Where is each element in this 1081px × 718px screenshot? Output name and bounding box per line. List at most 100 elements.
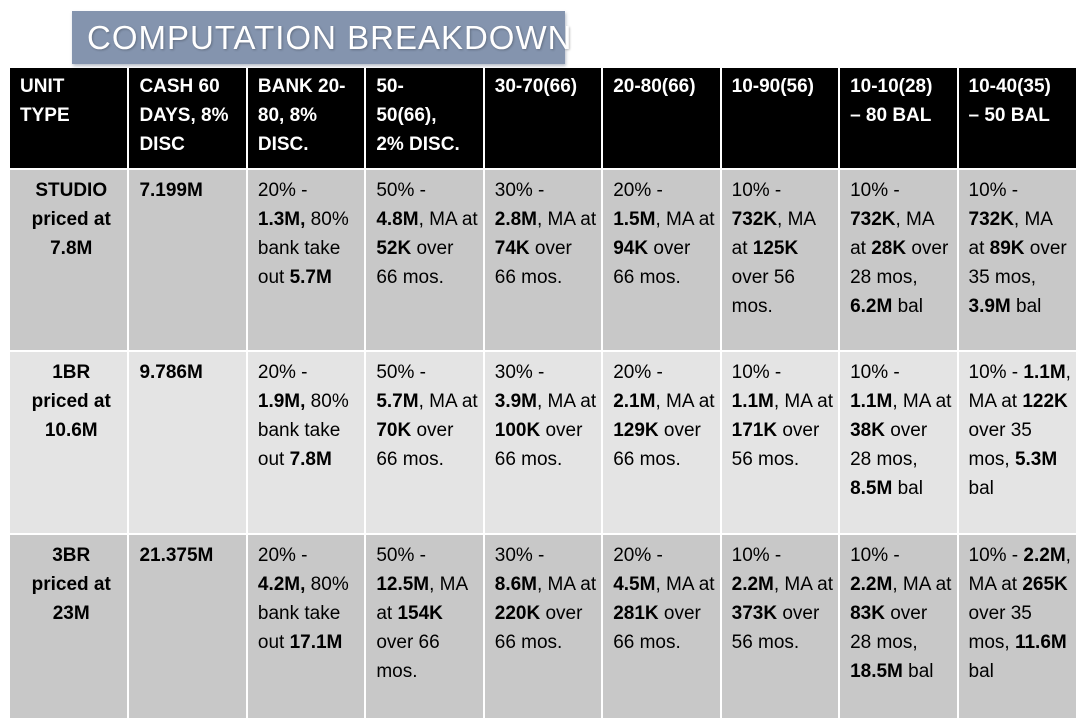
cash-price-cell: 9.786M bbox=[127, 350, 248, 535]
plan-amount: 4.2M, bbox=[257, 574, 306, 595]
plan-amount: 52K bbox=[376, 238, 412, 259]
plan-amount: 373K bbox=[731, 603, 778, 624]
plan-amount: 220K bbox=[494, 603, 541, 624]
plan-cell: 10% - 2.2M, MA at 373K over 56 mos. bbox=[719, 533, 841, 718]
plan-cell: 20% - 1.9M, 80% bank take out 7.8M bbox=[245, 350, 367, 535]
plan-amount: 89K bbox=[989, 238, 1025, 259]
plan-text: , MA at bbox=[850, 209, 934, 259]
plan-text: 20% - bbox=[613, 180, 663, 201]
plan-amount: 11.6M bbox=[1014, 632, 1067, 653]
plan-amount: 2.1M bbox=[613, 391, 656, 412]
plan-text: 10% - bbox=[968, 180, 1019, 201]
plan-text: over 56 mos. bbox=[731, 267, 795, 317]
plan-text: 30% - bbox=[494, 180, 545, 201]
plan-text: , MA at bbox=[655, 391, 715, 412]
plan-text: over 56 mos. bbox=[731, 603, 820, 653]
plan-amount: 2.2M bbox=[731, 574, 774, 595]
plan-cell: 30% - 3.9M, MA at 100K over 66 mos. bbox=[482, 350, 604, 535]
plan-amount: 1.3M, bbox=[257, 209, 306, 230]
plan-amount: 18.5M bbox=[850, 661, 903, 682]
plan-text: 10% - bbox=[731, 545, 782, 566]
plan-amount: 12.5M bbox=[376, 574, 430, 595]
plan-text: over 66 mos. bbox=[494, 603, 583, 653]
plan-amount: 125K bbox=[752, 238, 799, 259]
plan-cell: 20% - 4.5M, MA at 281K over 66 mos. bbox=[601, 533, 722, 718]
plan-text: 10% - bbox=[850, 545, 900, 566]
plan-amount: 94K bbox=[613, 238, 649, 259]
plan-amount: 3.9M bbox=[968, 296, 1011, 317]
plan-cell: 20% - 1.5M, MA at 94K over 66 mos. bbox=[601, 168, 722, 352]
plan-text: 80% bank take out bbox=[257, 209, 349, 288]
plan-amount: 8.6M bbox=[494, 574, 537, 595]
header-cell-3: 50- 50(66), 2% DISC. bbox=[364, 67, 485, 170]
header-cell-7: 10-10(28) – 80 BAL bbox=[838, 67, 959, 170]
unit-type-cell: 3BR priced at 23M bbox=[8, 533, 130, 718]
cash-price-cell: 7.199M bbox=[127, 168, 248, 352]
plan-amount: 7.8M bbox=[289, 449, 332, 470]
plan-amount: 74K bbox=[494, 238, 530, 259]
plan-amount: 122K bbox=[1022, 391, 1068, 412]
plan-text: bal bbox=[902, 661, 934, 682]
plan-text: 20% - bbox=[613, 545, 663, 566]
plan-text: , MA at bbox=[537, 209, 597, 230]
plan-text: , MA at bbox=[892, 574, 952, 595]
header-row: UNIT TYPE CASH 60 DAYS, 8% DISC BANK 20- 8… bbox=[8, 67, 1077, 170]
plan-amount: 2.8M bbox=[494, 209, 537, 230]
plan-amount: 17.1M bbox=[289, 632, 343, 653]
plan-text: over 66 mos. bbox=[613, 238, 691, 288]
plan-amount: 5.3M bbox=[1014, 449, 1058, 470]
plan-amount: 70K bbox=[376, 420, 412, 441]
plan-amount: 732K bbox=[850, 209, 896, 230]
plan-amount: 281K bbox=[613, 603, 659, 624]
plan-text: 20% - bbox=[257, 180, 308, 201]
plan-cell: 10% - 2.2M, MA at 83K over 28 mos, 18.5M… bbox=[838, 533, 959, 718]
plan-text: over 66 mos. bbox=[494, 238, 572, 288]
header-cell-8: 10-40(35) – 50 BAL bbox=[956, 67, 1077, 170]
computation-table: UNIT TYPE CASH 60 DAYS, 8% DISC BANK 20- 8… bbox=[8, 67, 1077, 718]
plan-amount: 1.1M bbox=[1023, 362, 1066, 383]
plan-text: over 66 mos. bbox=[613, 420, 701, 470]
plan-text: , MA at bbox=[773, 574, 834, 595]
plan-text: over 56 mos. bbox=[731, 420, 820, 470]
header-cell-6: 10-90(56) bbox=[719, 67, 841, 170]
plan-text: , MA at bbox=[892, 391, 952, 412]
plan-text: 50% - bbox=[376, 180, 426, 201]
plan-text: over 66 mos. bbox=[494, 420, 583, 470]
plan-text: 10% - bbox=[731, 362, 782, 383]
plan-text: 50% - bbox=[376, 545, 426, 566]
table-header: UNIT TYPE CASH 60 DAYS, 8% DISC BANK 20- 8… bbox=[8, 67, 1077, 170]
unit-type-cell: STUDIO priced at 7.8M bbox=[8, 168, 130, 352]
plan-cell: 10% - 732K, MA at 28K over 28 mos, 6.2M … bbox=[838, 168, 959, 352]
plan-text: over 66 mos. bbox=[376, 632, 440, 682]
plan-amount: 5.7M bbox=[376, 391, 419, 412]
plan-cell: 10% - 1.1M, MA at 122K over 35 mos, 5.3M… bbox=[956, 350, 1077, 535]
unit-type-cell: 1BR priced at 10.6M bbox=[8, 350, 130, 535]
title-banner: COMPUTATION BREAKDOWN bbox=[72, 11, 571, 64]
plan-text: 80% bank take out bbox=[257, 574, 349, 653]
plan-cell: 10% - 1.1M, MA at 171K over 56 mos. bbox=[719, 350, 841, 535]
plan-text: bal bbox=[892, 478, 923, 499]
plan-text: over 28 mos, bbox=[850, 603, 928, 653]
plan-cell: 50% - 4.8M, MA at 52K over 66 mos. bbox=[364, 168, 485, 352]
plan-text: 10% - bbox=[850, 362, 900, 383]
plan-amount: 5.7M bbox=[289, 267, 332, 288]
header-cell-4: 30-70(66) bbox=[482, 67, 604, 170]
plan-text: 20% - bbox=[613, 362, 663, 383]
plan-text: 20% - bbox=[257, 545, 308, 566]
plan-text: over 28 mos, bbox=[850, 420, 928, 470]
plan-amount: 265K bbox=[1022, 574, 1068, 595]
plan-amount: 3.9M bbox=[494, 391, 537, 412]
plan-amount: 2.2M bbox=[850, 574, 893, 595]
plan-text: , MA at bbox=[655, 574, 715, 595]
header-cell-2: BANK 20- 80, 8% DISC. bbox=[245, 67, 367, 170]
plan-amount: 1.9M, bbox=[257, 391, 306, 412]
header-cell-1: CASH 60 DAYS, 8% DISC bbox=[127, 67, 248, 170]
plan-text: 10% - bbox=[968, 545, 1024, 566]
plan-amount: 732K bbox=[731, 209, 778, 230]
plan-amount: 171K bbox=[731, 420, 778, 441]
plan-text: bal bbox=[1010, 296, 1042, 317]
plan-cell: 20% - 2.1M, MA at 129K over 66 mos. bbox=[601, 350, 722, 535]
plan-text: 30% - bbox=[494, 362, 545, 383]
plan-text: bal bbox=[892, 296, 923, 317]
plan-text: over 35 mos, bbox=[968, 603, 1032, 653]
